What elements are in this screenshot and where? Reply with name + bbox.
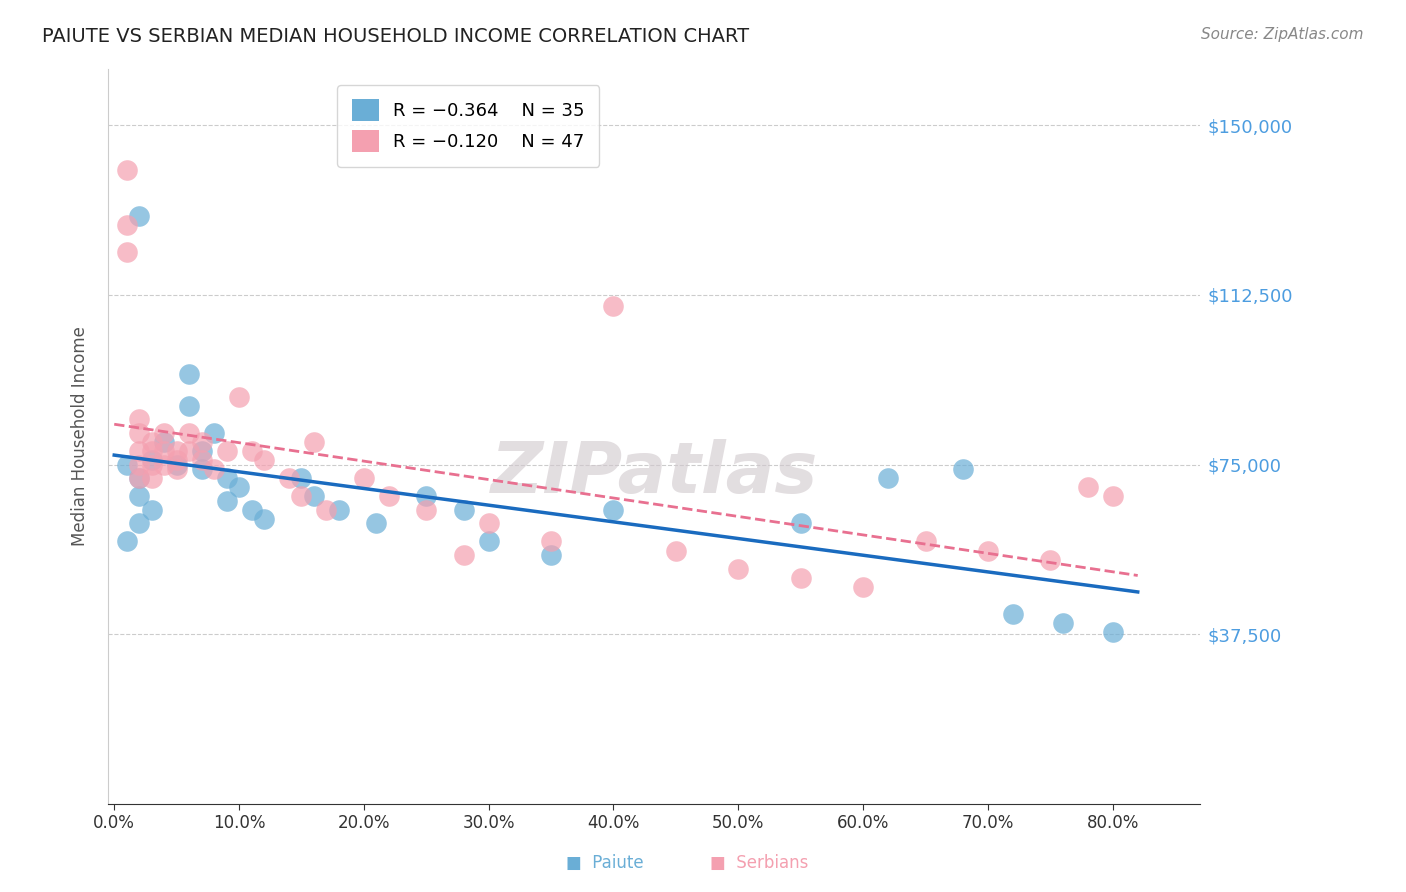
Serbians	[141, 434, 163, 449]
Paiute	[228, 480, 250, 494]
Paiute	[877, 471, 900, 485]
Text: ■  Paiute: ■ Paiute	[565, 855, 644, 872]
Legend: R = −0.364    N = 35, R = −0.120    N = 47: R = −0.364 N = 35, R = −0.120 N = 47	[337, 85, 599, 167]
Serbians	[115, 244, 138, 259]
Serbians	[315, 503, 337, 517]
Serbians	[128, 458, 150, 472]
Paiute	[141, 503, 163, 517]
Paiute	[128, 516, 150, 531]
Paiute	[115, 458, 138, 472]
Serbians	[215, 444, 238, 458]
Serbians	[128, 412, 150, 426]
Paiute	[540, 548, 562, 562]
Serbians	[353, 471, 375, 485]
Paiute	[128, 209, 150, 223]
Serbians	[914, 534, 936, 549]
Serbians	[478, 516, 501, 531]
Paiute	[179, 399, 201, 413]
Paiute	[190, 444, 212, 458]
Serbians	[179, 444, 201, 458]
Paiute	[1101, 625, 1123, 640]
Y-axis label: Median Household Income: Median Household Income	[72, 326, 89, 546]
Serbians	[1101, 489, 1123, 503]
Paiute	[478, 534, 501, 549]
Paiute	[290, 471, 312, 485]
Serbians	[453, 548, 475, 562]
Paiute	[215, 493, 238, 508]
Serbians	[190, 453, 212, 467]
Serbians	[540, 534, 562, 549]
Paiute	[453, 503, 475, 517]
Paiute	[1052, 615, 1074, 630]
Serbians	[415, 503, 437, 517]
Serbians	[115, 218, 138, 232]
Serbians	[166, 462, 188, 476]
Serbians	[115, 163, 138, 178]
Serbians	[1077, 480, 1099, 494]
Serbians	[153, 444, 176, 458]
Serbians	[141, 471, 163, 485]
Serbians	[977, 543, 1000, 558]
Text: ZIPatlas: ZIPatlas	[491, 439, 818, 508]
Serbians	[602, 299, 624, 313]
Paiute	[790, 516, 813, 531]
Serbians	[665, 543, 688, 558]
Paiute	[253, 512, 276, 526]
Serbians	[278, 471, 301, 485]
Paiute	[190, 462, 212, 476]
Paiute	[153, 434, 176, 449]
Serbians	[166, 444, 188, 458]
Paiute	[141, 453, 163, 467]
Serbians	[141, 444, 163, 458]
Paiute	[128, 489, 150, 503]
Paiute	[1001, 607, 1024, 621]
Text: ■  Serbians: ■ Serbians	[710, 855, 808, 872]
Serbians	[228, 390, 250, 404]
Serbians	[790, 571, 813, 585]
Serbians	[128, 444, 150, 458]
Paiute	[115, 534, 138, 549]
Serbians	[202, 462, 225, 476]
Paiute	[952, 462, 974, 476]
Serbians	[128, 425, 150, 440]
Paiute	[166, 458, 188, 472]
Serbians	[153, 458, 176, 472]
Text: PAIUTE VS SERBIAN MEDIAN HOUSEHOLD INCOME CORRELATION CHART: PAIUTE VS SERBIAN MEDIAN HOUSEHOLD INCOM…	[42, 27, 749, 45]
Paiute	[415, 489, 437, 503]
Serbians	[852, 580, 875, 594]
Paiute	[366, 516, 388, 531]
Serbians	[378, 489, 401, 503]
Serbians	[1039, 552, 1062, 566]
Text: Source: ZipAtlas.com: Source: ZipAtlas.com	[1201, 27, 1364, 42]
Paiute	[128, 471, 150, 485]
Serbians	[141, 458, 163, 472]
Serbians	[727, 561, 749, 575]
Serbians	[166, 453, 188, 467]
Serbians	[240, 444, 263, 458]
Serbians	[179, 425, 201, 440]
Paiute	[240, 503, 263, 517]
Serbians	[302, 434, 325, 449]
Paiute	[328, 503, 350, 517]
Serbians	[128, 471, 150, 485]
Paiute	[215, 471, 238, 485]
Paiute	[602, 503, 624, 517]
Serbians	[190, 434, 212, 449]
Paiute	[202, 425, 225, 440]
Serbians	[290, 489, 312, 503]
Serbians	[153, 425, 176, 440]
Paiute	[302, 489, 325, 503]
Paiute	[179, 367, 201, 381]
Serbians	[253, 453, 276, 467]
